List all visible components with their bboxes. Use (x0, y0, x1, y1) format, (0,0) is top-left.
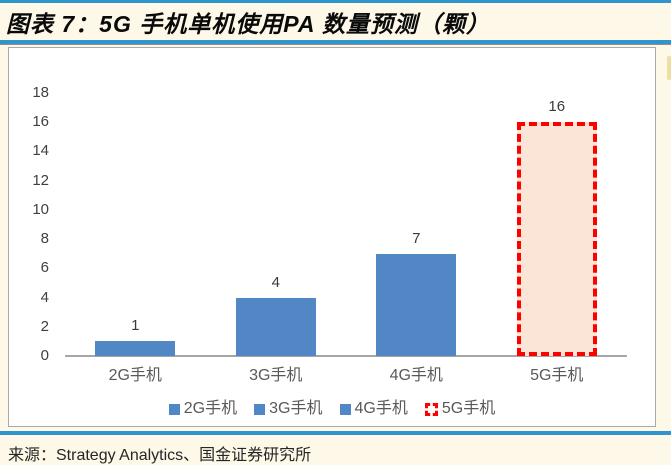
y-axis-tick-label: 4 (40, 288, 49, 306)
y-axis-tick-label: 8 (40, 230, 49, 248)
source-bar: 来源：Strategy Analytics、国金证券研究所 (0, 435, 671, 464)
legend-blue-square-icon (339, 403, 351, 415)
chart-legend: 2G手机 3G手机 4G手机 5G手机 (9, 398, 655, 420)
figure-title-bar: 图表 7：5G 手机单机使用PA 数量预测（颗） (0, 3, 671, 40)
legend-item: 3G手机 (254, 399, 323, 419)
y-axis-tick-label: 6 (40, 259, 49, 277)
plot-area: 0 2 4 6 8 10 12 14 16 18 1 2G手机 4 3G手机 7 4G手机 16 5G手机 (9, 48, 655, 426)
page-edge-artifact (667, 56, 671, 80)
title-separator-line (0, 40, 671, 45)
bottom-border-line (0, 431, 671, 435)
y-axis-tick-label: 0 (40, 347, 49, 364)
x-axis-line (65, 355, 627, 357)
y-axis-tick-label: 18 (32, 84, 49, 101)
legend-label: 4G手机 (354, 400, 408, 417)
y-axis-tick-label: 10 (32, 200, 49, 218)
legend-label: 5G手机 (441, 400, 496, 417)
legend-blue-square-icon (168, 403, 180, 415)
y-axis-tick-label: 16 (32, 113, 49, 131)
y-axis-tick-label: 14 (32, 142, 49, 160)
legend-blue-square-icon (254, 403, 266, 415)
y-axis-tick-label: 2 (40, 317, 49, 335)
bar-value-label: 4 (271, 274, 280, 291)
legend-item: 2G手机 (168, 399, 238, 419)
legend-label: 2G手机 (183, 400, 238, 417)
x-axis-category-label: 3G手机 (249, 367, 303, 384)
legend-label: 3G手机 (269, 400, 323, 417)
x-axis-category-label: 5G手机 (530, 367, 584, 384)
legend-dashed-red-swatch-icon (424, 402, 438, 416)
bar-5G手机 (516, 122, 597, 356)
top-border-line (0, 0, 671, 3)
bar-4G手机 (376, 254, 457, 356)
bar-2G手机 (95, 341, 176, 356)
bar-value-label: 7 (412, 230, 421, 247)
y-axis-tick-label: 12 (32, 171, 49, 189)
chart-area: 0 2 4 6 8 10 12 14 16 18 1 2G手机 4 3G手机 7 4G手机 16 5G手机 2G手… (8, 47, 656, 427)
legend-item: 4G手机 (339, 399, 408, 419)
legend-item: 5G手机 (424, 399, 496, 419)
x-axis-category-label: 4G手机 (389, 367, 443, 384)
bar-value-label: 16 (548, 98, 566, 115)
figure-title: 图表 7：5G 手机单机使用PA 数量预测（颗） (6, 10, 491, 37)
bar-value-label: 1 (131, 317, 140, 334)
bar-3G手机 (235, 298, 316, 356)
source-text: 来源：Strategy Analytics、国金证券研究所 (8, 447, 312, 464)
x-axis-category-label: 2G手机 (108, 367, 162, 384)
